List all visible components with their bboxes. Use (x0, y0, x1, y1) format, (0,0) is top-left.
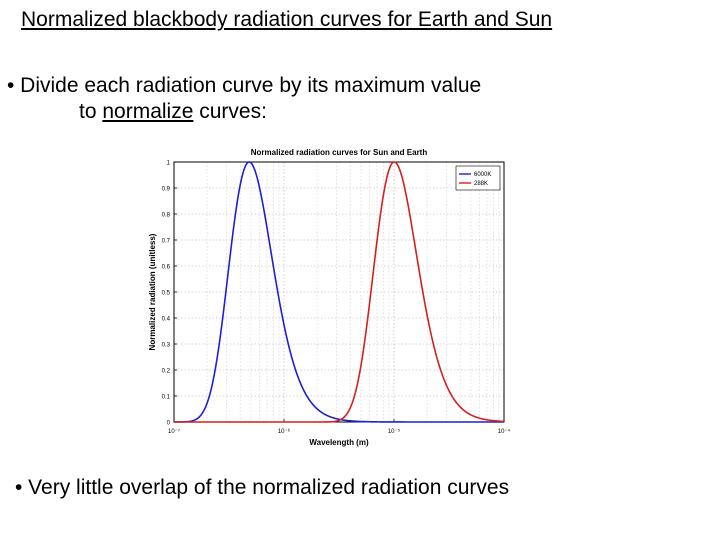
bullet-divide-curves-continued: to normalize curves: (79, 100, 267, 124)
legend-label-288k: 288K (474, 181, 488, 187)
y-tick-label: 0.8 (162, 213, 171, 219)
y-tick-label: 0.6 (162, 265, 171, 271)
legend-box (455, 165, 501, 191)
normalized-radiation-chart: 0 0.1 0.2 0.3 0.4 0.5 0.6 0.7 0.8 0.9 1 10⁻⁷ 10⁻⁶ 10⁻… (148, 148, 511, 447)
series-line-6000k (174, 161, 504, 423)
bullet-divide-curves: • Divide each radiation curve by its max… (7, 74, 482, 97)
bullet-little-overlap: • Very little overlap of the normalized … (15, 476, 510, 499)
x-axis-label: Wavelength (m) (309, 438, 369, 447)
y-tick-label: 0.1 (162, 395, 171, 401)
y-tick-label: 0.5 (162, 291, 171, 297)
normalize-emphasis: normalize (102, 100, 194, 123)
chart-title: Normalized radiation curves for Sun and … (251, 148, 428, 157)
axis-ticks: 0 0.1 0.2 0.3 0.4 0.5 0.6 0.7 0.8 0.9 1 10⁻⁷ 10⁻⁶ 10⁻… (162, 161, 511, 436)
slide-title: Normalized blackbody radiation curves fo… (21, 8, 553, 31)
y-tick-label: 0.2 (162, 369, 171, 375)
legend-label-6000k: 6000K (474, 172, 491, 178)
y-tick-label: 0.4 (162, 317, 171, 323)
y-tick-label: 0 (167, 421, 171, 427)
x-tick-label: 10⁻⁵ (388, 428, 401, 435)
y-tick-label: 0.9 (162, 187, 171, 193)
chart-legend: 6000K 288K (455, 165, 501, 191)
series-line-288k (174, 161, 505, 423)
bullet-text-pre: to (79, 100, 103, 123)
y-axis-label: Normalized radiation (unitless) (148, 233, 157, 350)
x-tick-label: 10⁻⁴ (498, 428, 511, 435)
y-tick-label: 0.7 (162, 239, 171, 245)
x-tick-label: 10⁻⁷ (168, 428, 180, 435)
bullet-text-post: curves: (193, 100, 267, 123)
series-group (174, 161, 505, 423)
y-tick-label: 0.3 (162, 343, 171, 349)
x-tick-label: 10⁻⁶ (278, 428, 291, 435)
grid (174, 162, 504, 422)
y-tick-label: 1 (167, 161, 171, 167)
